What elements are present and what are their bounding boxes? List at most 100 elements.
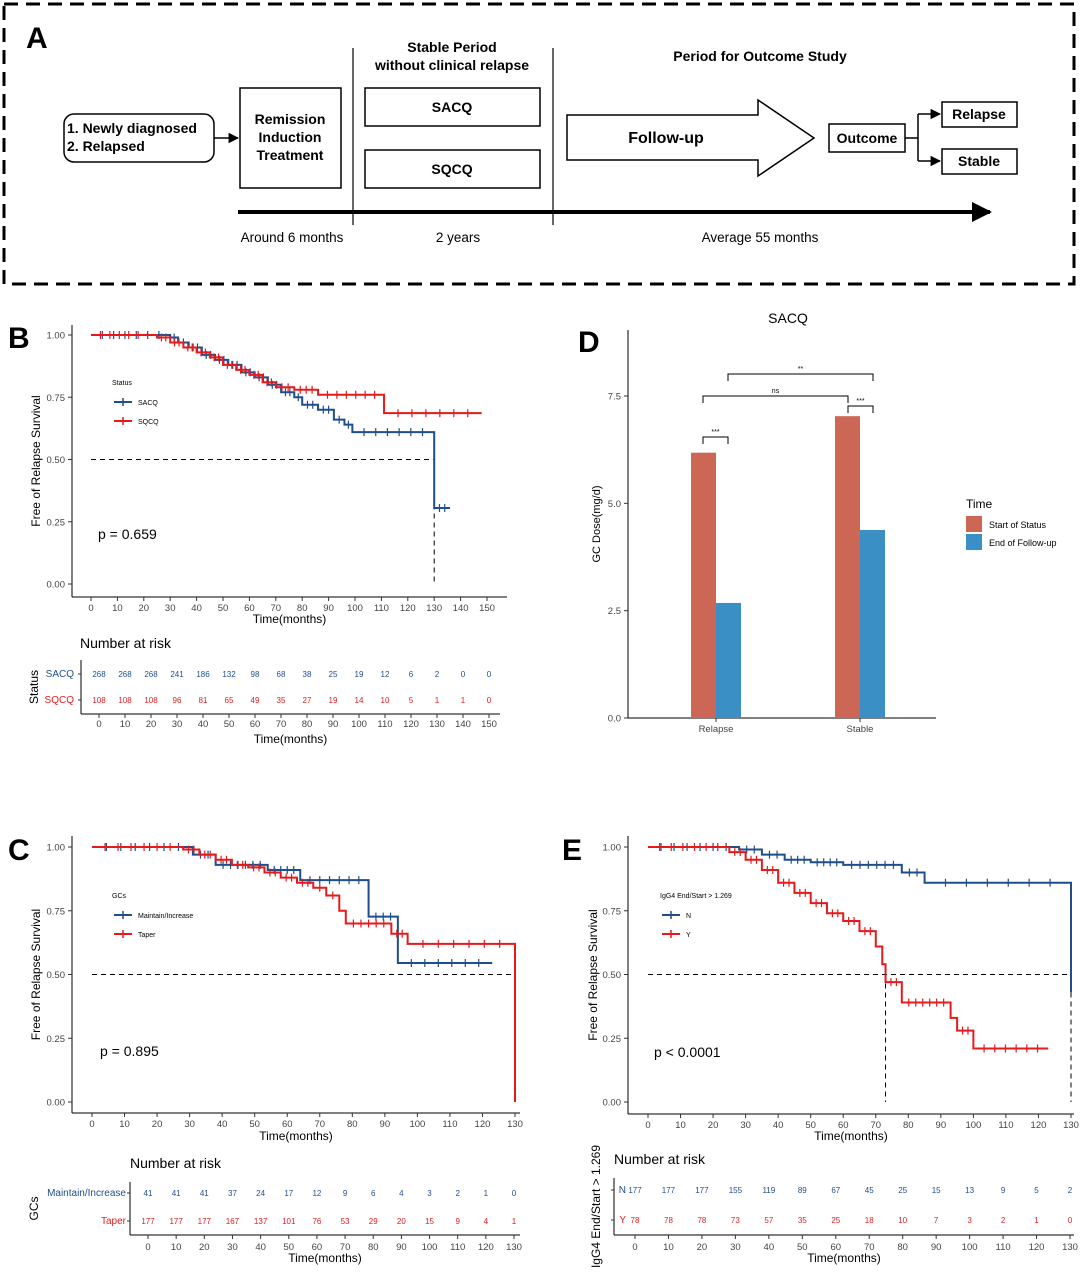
risk-x-tick-label: 70	[276, 719, 287, 730]
risk-row-axis-title: GCs	[27, 1197, 41, 1221]
legend-swatch	[966, 516, 982, 532]
risk-value: 41	[172, 1189, 181, 1198]
legend-label: SQCQ	[138, 419, 159, 426]
x-tick-label: 90	[936, 1120, 947, 1131]
sig-label: ***	[856, 398, 864, 405]
risk-value: 167	[226, 1217, 240, 1226]
p-value: p = 0.895	[100, 1043, 159, 1059]
risk-x-axis-title: Time(months)	[807, 1251, 881, 1265]
risk-x-tick-label: 80	[897, 1242, 908, 1253]
relapse-box	[941, 101, 1018, 128]
y-axis-title: GC Dose(mg/d)	[591, 485, 603, 562]
sig-label: ***	[711, 429, 719, 436]
risk-x-tick-label: 90	[931, 1242, 942, 1253]
y-tick-label: 0.75	[603, 906, 622, 917]
legend-label: Maintain/Increase	[138, 913, 193, 920]
risk-value: 6	[409, 670, 414, 679]
sig-bracket	[702, 436, 729, 444]
x-tick-label: 90	[380, 1119, 391, 1130]
y-tick-label: 0.75	[47, 906, 66, 917]
risk-value: 53	[341, 1217, 350, 1226]
x-tick-label: 70	[870, 1120, 881, 1131]
legend-label: Taper	[138, 932, 156, 939]
risk-x-tick-label: 120	[403, 719, 419, 730]
risk-value: 4	[484, 1217, 489, 1226]
stable-head1: Stable Period	[407, 39, 496, 55]
x-tick-label: 20	[139, 603, 150, 614]
sqcq-box	[364, 149, 541, 189]
risk-value: 25	[329, 670, 338, 679]
followup-arrow	[566, 98, 816, 178]
risk-x-tick-label: 110	[450, 1242, 465, 1253]
x-tick-label: 120	[1031, 1120, 1047, 1131]
risk-title: Number at risk	[80, 635, 172, 651]
risk-x-tick-label: 40	[198, 719, 209, 730]
risk-value: 2	[1068, 1186, 1073, 1195]
panel-letter: D	[578, 326, 600, 359]
x-axis-title: Time(months)	[814, 1129, 888, 1143]
risk-x-tick-label: 50	[797, 1242, 808, 1253]
risk-value: 27	[303, 696, 312, 705]
risk-x-tick-label: 20	[146, 719, 157, 730]
risk-value: 7	[934, 1216, 939, 1225]
panel-c: C0.000.250.500.751.000 10 20 30 40 50 60 70 80 90…	[8, 834, 523, 1265]
panel-b: B0.000.250.500.751.000 10 20 30 40 50 60 70 80 90…	[8, 322, 507, 746]
x-tick-label: 70	[271, 603, 282, 614]
x-tick-label: 20	[708, 1120, 719, 1131]
panel-letter: E	[562, 834, 582, 867]
risk-value: 81	[199, 696, 208, 705]
panel-a-border	[2, 2, 1076, 286]
outcome-label: Outcome	[837, 130, 898, 146]
time2-label: 2 years	[436, 230, 481, 245]
sig-label: **	[798, 366, 804, 373]
risk-x-tick-label: 10	[663, 1242, 674, 1253]
x-tick-label: 150	[479, 603, 495, 614]
x-tick-label: 10	[119, 1119, 130, 1130]
risk-value: 78	[631, 1216, 640, 1225]
risk-value: 2	[455, 1189, 460, 1198]
risk-value: 24	[256, 1189, 265, 1198]
legend-title: Status	[112, 380, 132, 387]
risk-value: 25	[898, 1186, 907, 1195]
start-line1: 1. Newly diagnosed	[67, 120, 197, 136]
risk-row-axis-title: IgG4 End/Start > 1.269	[589, 1145, 603, 1268]
sacq-box-label: SACQ	[432, 99, 473, 115]
risk-value: 17	[284, 1189, 293, 1198]
risk-value: 2	[435, 670, 440, 679]
y-tick-label: 7.5	[608, 392, 621, 403]
risk-x-axis-title: Time(months)	[288, 1251, 362, 1265]
risk-x-tick-label: 0	[96, 719, 101, 730]
y-tick-label: 5.0	[608, 499, 621, 510]
risk-value: 12	[381, 670, 390, 679]
risk-title: Number at risk	[130, 1155, 222, 1171]
risk-x-tick-label: 30	[227, 1242, 238, 1253]
risk-value: 5	[409, 696, 414, 705]
risk-value: 9	[1001, 1186, 1006, 1195]
induction-box	[239, 87, 342, 189]
legend-label: N	[686, 913, 691, 920]
x-tick-label: Stable	[847, 724, 874, 735]
x-tick-label: 10	[112, 603, 123, 614]
bar-relapse-end	[716, 602, 741, 718]
risk-x-tick-label: 130	[1062, 1242, 1078, 1253]
y-tick-label: 0.75	[47, 393, 66, 404]
x-tick-label: 130	[1063, 1120, 1079, 1131]
risk-x-tick-label: 30	[172, 719, 183, 730]
risk-value: 108	[92, 696, 106, 705]
risk-value: 20	[397, 1217, 406, 1226]
risk-x-tick-label: 110	[377, 719, 392, 730]
risk-row-name: Y	[619, 1215, 626, 1226]
risk-x-tick-label: 30	[730, 1242, 741, 1253]
x-tick-label: 50	[218, 603, 229, 614]
risk-value: 137	[254, 1217, 268, 1226]
x-tick-label: 80	[903, 1120, 914, 1131]
y-tick-label: 1.00	[603, 843, 622, 854]
x-tick-label: 80	[347, 1119, 358, 1130]
time1-label: Around 6 months	[241, 230, 344, 245]
induction-line3: Treatment	[257, 147, 324, 163]
risk-x-tick-label: 60	[250, 719, 261, 730]
risk-x-tick-label: 40	[764, 1242, 775, 1253]
risk-x-tick-label: 130	[506, 1242, 522, 1253]
risk-value: 35	[277, 696, 286, 705]
risk-x-tick-label: 110	[995, 1242, 1010, 1253]
